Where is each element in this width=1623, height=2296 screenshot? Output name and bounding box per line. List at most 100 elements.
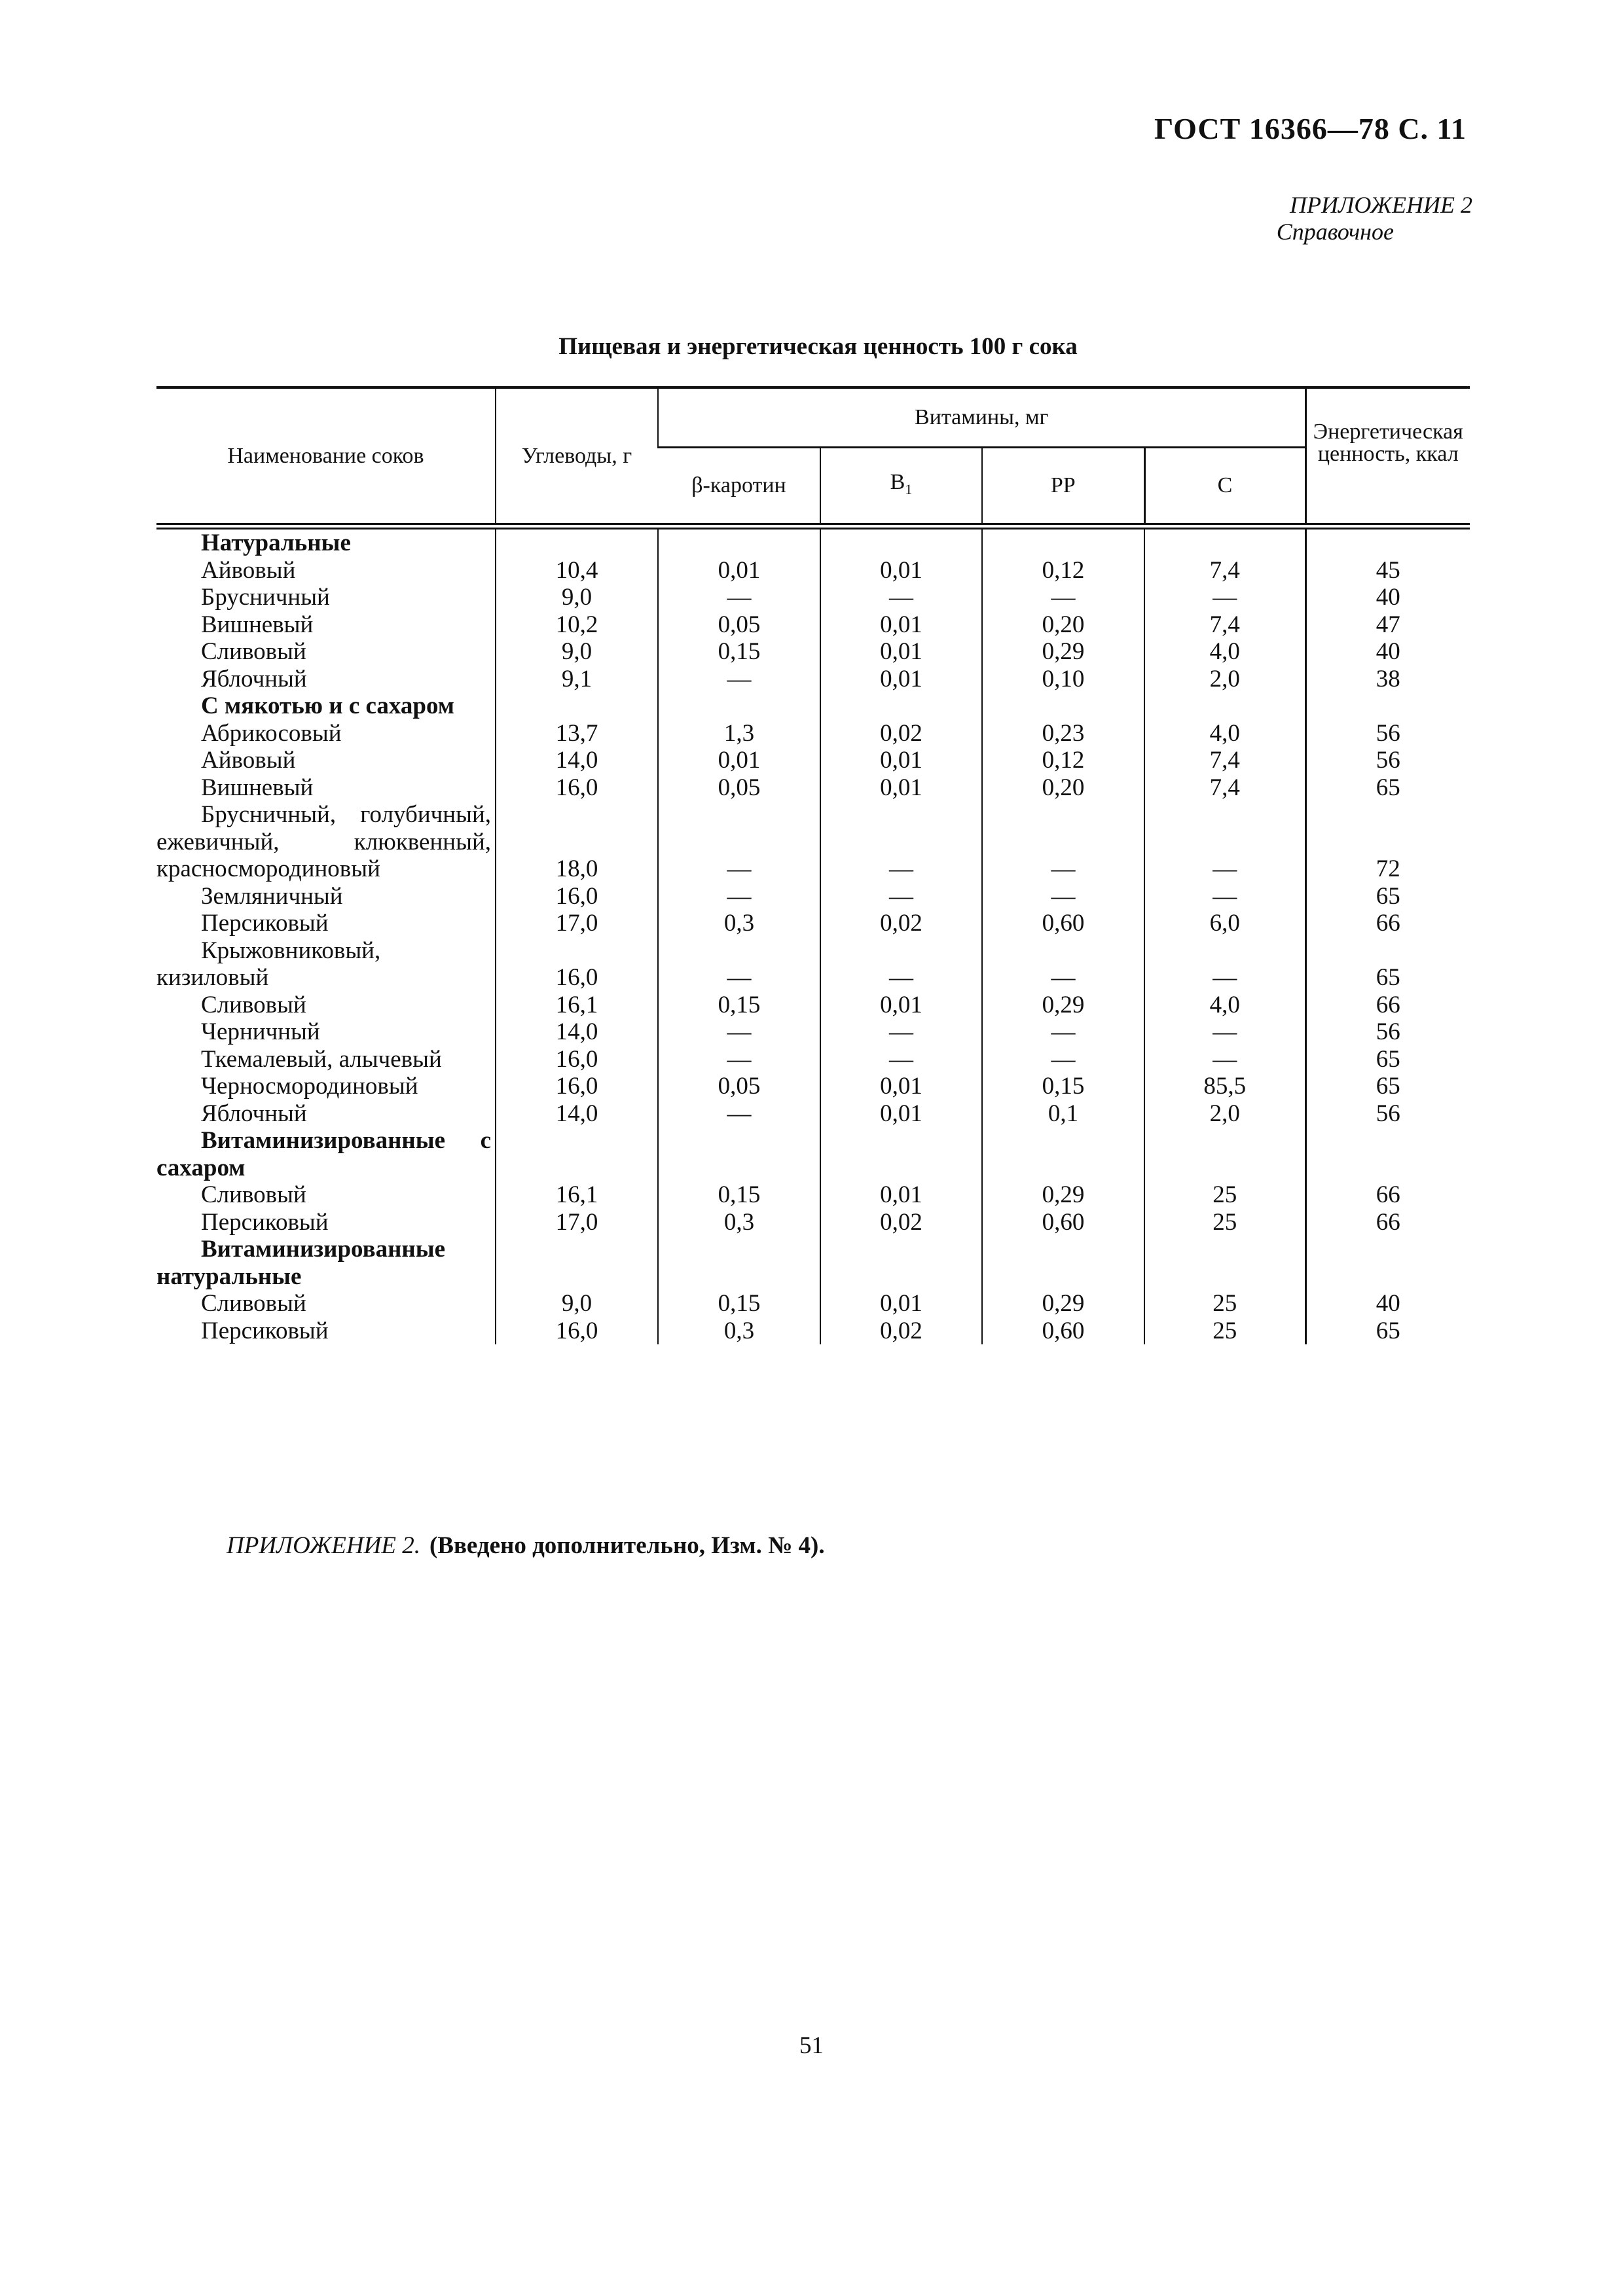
table-row: Крыжовниковый, кизиловый 16,0— — — —65 — [156, 937, 1470, 992]
cell-name: Персиковый — [201, 1208, 329, 1236]
table-row: Черничный 14,0— — — —56 — [156, 1018, 1470, 1046]
cell-name: Крыжовниковый, кизиловый — [156, 937, 381, 992]
cell-c: 25 — [1144, 1290, 1305, 1318]
cell-kcal: 45 — [1304, 556, 1470, 584]
cell-b1: 0,01 — [820, 1181, 982, 1209]
cell-carbs: 10,2 — [495, 611, 658, 638]
cell-c: 85,5 — [1144, 1073, 1305, 1100]
cell-name: Вишневый — [201, 611, 314, 638]
cell-name: Вишневый — [201, 774, 314, 801]
table-row: Ткемалевый, алычевый 16,0— — — —65 — [156, 1045, 1470, 1073]
cell-pp: 0,20 — [981, 611, 1144, 638]
empty-cell — [1304, 526, 1470, 557]
cell-pp: — — [981, 882, 1144, 910]
cell-b1: 0,02 — [820, 719, 982, 747]
section-title: Витаминизированные с сахаром — [156, 1127, 491, 1181]
cell-beta: 0,15 — [657, 991, 820, 1018]
section-heading-row: Витаминизированные натуральные — [156, 1236, 1470, 1290]
cell-c: — — [1144, 801, 1305, 883]
cell-pp: 0,15 — [981, 1073, 1144, 1100]
appendix-label: ПРИЛОЖЕНИЕ 2 — [1290, 192, 1472, 218]
empty-cell — [1144, 526, 1305, 557]
cell-carbs: 16,0 — [495, 1073, 658, 1100]
cell-c: 4,0 — [1144, 991, 1305, 1018]
empty-cell — [820, 692, 982, 720]
table-row: Брусничный 9,0— — — —40 — [156, 584, 1470, 611]
cell-beta: 0,3 — [657, 910, 820, 937]
cell-c: 25 — [1144, 1208, 1305, 1236]
cell-beta: 1,3 — [657, 719, 820, 747]
cell-c: 4,0 — [1144, 638, 1305, 666]
table-row: Яблочный 14,0—0,01 0,1 2,0 56 — [156, 1100, 1470, 1127]
cell-carbs: 13,7 — [495, 719, 658, 747]
col-header-pp: PP — [981, 446, 1144, 526]
cell-carbs: 16,0 — [495, 882, 658, 910]
cell-b1: 0,01 — [820, 638, 982, 666]
cell-kcal: 56 — [1304, 719, 1470, 747]
cell-name: Сливовый — [201, 1181, 306, 1208]
cell-c: 25 — [1144, 1181, 1305, 1209]
cell-c: — — [1144, 584, 1305, 611]
cell-name: Сливовый — [201, 1290, 306, 1317]
cell-c: — — [1144, 1018, 1305, 1046]
cell-beta: — — [657, 1018, 820, 1046]
cell-pp: 0,1 — [981, 1100, 1144, 1127]
cell-carbs: 14,0 — [495, 1018, 658, 1046]
cell-carbs: 16,0 — [495, 937, 658, 992]
nutrition-table: Наименование соков Углеводы, г Витамины,… — [156, 386, 1470, 1344]
cell-pp: 0,12 — [981, 747, 1144, 774]
cell-kcal: 40 — [1304, 638, 1470, 666]
empty-cell — [981, 1236, 1144, 1290]
cell-c: 2,0 — [1144, 1100, 1305, 1127]
cell-name: Земляничный — [201, 882, 343, 910]
cell-kcal: 65 — [1304, 1317, 1470, 1344]
cell-carbs: 10,4 — [495, 556, 658, 584]
cell-beta: 0,05 — [657, 611, 820, 638]
table-row: Айвовый 10,4 0,01 0,01 0,12 7,4 45 — [156, 556, 1470, 584]
cell-kcal: 47 — [1304, 611, 1470, 638]
empty-cell — [1144, 1127, 1305, 1181]
cell-carbs: 9,1 — [495, 665, 658, 692]
cell-kcal: 38 — [1304, 665, 1470, 692]
empty-cell — [495, 692, 658, 720]
cell-kcal: 72 — [1304, 801, 1470, 883]
cell-b1: — — [820, 1018, 982, 1046]
cell-carbs: 14,0 — [495, 1100, 658, 1127]
cell-b1: 0,02 — [820, 910, 982, 937]
cell-beta: 0,15 — [657, 1290, 820, 1318]
b1-subscript: 1 — [905, 480, 913, 497]
section-title: Натуральные — [201, 529, 351, 556]
cell-b1: — — [820, 882, 982, 910]
cell-carbs: 16,0 — [495, 774, 658, 801]
empty-cell — [657, 1236, 820, 1290]
cell-beta: — — [657, 665, 820, 692]
cell-b1: 0,01 — [820, 1290, 982, 1318]
cell-beta: 0,01 — [657, 747, 820, 774]
cell-kcal: 66 — [1304, 910, 1470, 937]
cell-kcal: 56 — [1304, 1100, 1470, 1127]
cell-kcal: 65 — [1304, 937, 1470, 992]
cell-kcal: 56 — [1304, 747, 1470, 774]
cell-beta: — — [657, 937, 820, 992]
appendix-note: ПРИЛОЖЕНИЕ 2. (Введено дополнительно, Изм… — [227, 1532, 825, 1560]
cell-kcal: 65 — [1304, 774, 1470, 801]
b1-label: B — [890, 469, 905, 494]
empty-cell — [981, 1127, 1144, 1181]
cell-carbs: 9,0 — [495, 1290, 658, 1318]
empty-cell — [657, 1127, 820, 1181]
cell-c: 2,0 — [1144, 665, 1305, 692]
cell-c: 7,4 — [1144, 556, 1305, 584]
cell-b1: 0,01 — [820, 991, 982, 1018]
col-header-energy: Энергетическая ценность, ккал — [1304, 386, 1470, 526]
cell-beta: 0,3 — [657, 1208, 820, 1236]
cell-name: Персиковый — [201, 1317, 329, 1344]
cell-pp: 0,29 — [981, 991, 1144, 1018]
cell-beta: 0,05 — [657, 774, 820, 801]
cell-pp: 0,29 — [981, 1181, 1144, 1209]
cell-carbs: 9,0 — [495, 584, 658, 611]
cell-name: Черничный — [201, 1018, 320, 1045]
table-row: Сливовый 16,1 0,15 0,01 0,29 4,0 66 — [156, 991, 1470, 1018]
cell-carbs: 16,0 — [495, 1045, 658, 1073]
empty-cell — [1304, 692, 1470, 720]
empty-cell — [657, 692, 820, 720]
